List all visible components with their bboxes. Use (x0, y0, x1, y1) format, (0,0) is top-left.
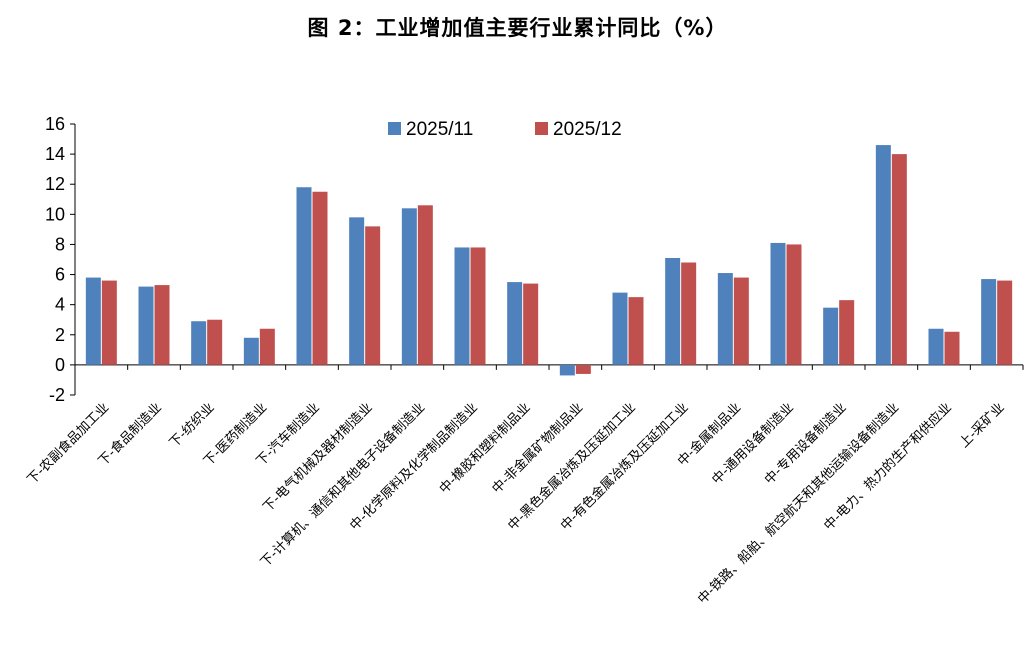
y-tick-label: 2 (55, 325, 65, 345)
bar (454, 247, 470, 365)
y-tick-label: 16 (45, 114, 65, 134)
bar (770, 242, 786, 365)
bar (839, 300, 855, 365)
bar (138, 286, 154, 365)
bar (823, 307, 839, 365)
bar (191, 321, 207, 365)
bars (85, 145, 1013, 376)
y-tick-label: 6 (55, 265, 65, 285)
bar (401, 208, 417, 365)
bar (243, 337, 259, 365)
bar (717, 273, 733, 365)
legend: 2025/11 2025/12 (388, 119, 622, 140)
x-tick-label: 中-铁路、船舶、航空航天和其他运输设备制造业 (694, 400, 902, 608)
x-tick-label: 下-纺织业 (167, 400, 218, 451)
bar (928, 328, 944, 365)
bar (207, 319, 223, 365)
x-tick-label: 下-电气机械及器材制造业 (260, 400, 376, 516)
bar (944, 331, 960, 365)
legend-swatch (388, 122, 401, 135)
bar (312, 191, 328, 365)
y-tick-label: 14 (45, 144, 65, 164)
y-tick-label: 4 (55, 295, 65, 315)
x-tick-label: 下-农副食品加工业 (24, 400, 112, 488)
bar (875, 145, 891, 365)
bar (523, 283, 539, 365)
y-tick-label: -2 (49, 385, 65, 405)
x-tick-label: 中-橡胶和塑料制品业 (436, 400, 533, 497)
y-tick-label: 0 (55, 355, 65, 375)
y-tick-label: 10 (45, 204, 65, 224)
x-tick-label: 上-采矿业 (957, 400, 1008, 451)
bar (575, 364, 591, 374)
bar (349, 217, 365, 365)
bar (259, 328, 275, 365)
bar (665, 257, 681, 365)
y-tick-label: 12 (45, 174, 65, 194)
legend-label: 2025/12 (553, 119, 622, 140)
bar (470, 247, 486, 365)
bar (154, 285, 170, 365)
bar (981, 279, 997, 365)
bar (997, 280, 1013, 365)
bar (85, 277, 101, 365)
bar (507, 282, 523, 365)
bar (733, 277, 749, 365)
x-tick-label: 中-非金属矿物制品业 (489, 400, 586, 497)
y-tick-label: 8 (55, 234, 65, 254)
legend-swatch (535, 122, 548, 135)
bar (786, 244, 802, 365)
bar (417, 205, 433, 365)
legend-label: 2025/11 (406, 119, 473, 140)
bar (365, 226, 381, 365)
bar (628, 297, 644, 365)
bar (559, 364, 575, 376)
bar (681, 262, 697, 365)
bar (612, 292, 628, 365)
bar (101, 280, 117, 365)
axes: -2 0 2 4 6 8 10 12 14 16 (45, 114, 1024, 405)
bar (891, 154, 907, 365)
chart-title: 图 2：工业增加值主要行业累计同比（%） (307, 16, 728, 40)
bar (296, 187, 312, 365)
